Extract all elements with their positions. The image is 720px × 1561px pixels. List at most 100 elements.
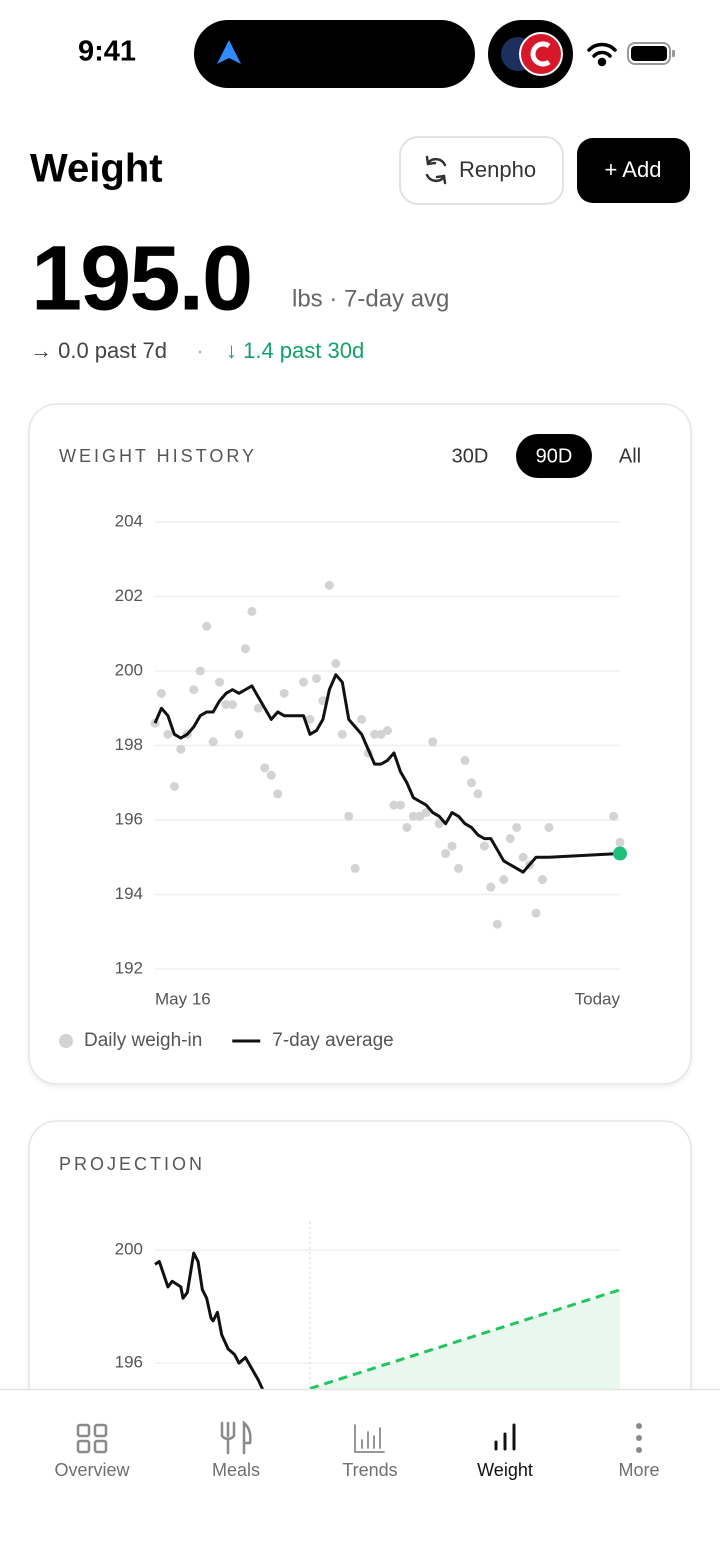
weigh-in-dot <box>228 700 237 710</box>
y-tick-label: 196 <box>115 1353 143 1372</box>
current-weight: 195.0 <box>31 227 251 329</box>
weigh-in-dot <box>544 822 554 832</box>
weigh-in-dot <box>441 849 451 859</box>
history-chart: 192 194 196 198 200 202 204 May 16 Today Daily we… <box>59 511 627 1051</box>
status-time: 9:41 <box>78 36 136 68</box>
weigh-in-dot <box>215 677 225 687</box>
overview-icon <box>76 1423 108 1454</box>
tab-label[interactable]: Meals <box>212 1460 260 1480</box>
weigh-in-dot <box>273 789 283 799</box>
weigh-in-dot <box>208 737 218 747</box>
weigh-in-dot <box>473 789 483 799</box>
team-logo <box>519 32 563 76</box>
weigh-in-dot <box>195 666 205 676</box>
weigh-in-dot <box>402 822 412 832</box>
tab-icons <box>76 1420 642 1455</box>
weigh-in-dot <box>428 737 438 747</box>
tabs: Overview Meals Trends Weight More <box>54 1460 659 1480</box>
meals-icon <box>220 1420 252 1455</box>
add-button[interactable] <box>577 138 690 203</box>
legend-label: 7-day average <box>272 1030 393 1051</box>
weigh-in-dot <box>531 908 541 918</box>
history-card <box>28 403 692 1085</box>
more-icon <box>636 1423 642 1453</box>
sync-icon <box>425 155 447 185</box>
weigh-in-dot <box>454 863 464 873</box>
weigh-in-dot <box>460 755 470 765</box>
weigh-in-dot <box>266 770 276 780</box>
weigh-in-dot <box>311 673 321 683</box>
weigh-in-dot <box>202 621 212 631</box>
weigh-in-dot <box>466 778 476 788</box>
y-tick-label: 194 <box>115 884 143 903</box>
weight-unit: lbs · 7-day avg <box>292 285 449 312</box>
card-title: PROJECTION <box>59 1154 205 1174</box>
sync-button[interactable] <box>399 136 564 205</box>
trend-line <box>154 1251 267 1395</box>
weigh-in-dot <box>176 744 186 754</box>
weigh-in-dot <box>421 808 431 818</box>
tab-label[interactable]: More <box>618 1460 659 1480</box>
weigh-in-dot <box>447 841 457 851</box>
card-title: WEIGHT HISTORY <box>59 446 257 466</box>
trends-icon <box>354 1424 385 1453</box>
weigh-in-dot <box>609 811 619 821</box>
weigh-in-dot <box>389 800 399 810</box>
weigh-in-dot <box>337 729 347 739</box>
weigh-in-dot <box>253 703 263 713</box>
weigh-in-dot <box>357 714 367 724</box>
y-tick-label: 200 <box>115 1240 143 1259</box>
dynamic-island <box>194 20 475 88</box>
range-option[interactable]: 90D <box>536 445 573 467</box>
latest-point <box>613 846 627 861</box>
weigh-in-dot <box>350 863 360 873</box>
weigh-in-dot <box>163 729 173 739</box>
add-button-label: + Add <box>605 157 662 182</box>
range-pill[interactable] <box>516 434 592 478</box>
team-logo-mark <box>530 41 551 67</box>
change-7d: → 0.0 past 7d <box>30 338 167 363</box>
wifi-icon <box>587 42 617 67</box>
y-tick-label: 204 <box>115 511 143 530</box>
weigh-in-dot <box>156 688 166 698</box>
weigh-in-dot <box>240 644 250 654</box>
range-option[interactable]: All <box>619 445 641 467</box>
projection-line <box>309 1288 621 1390</box>
weigh-in-dot <box>344 811 354 821</box>
weigh-in-dot <box>486 882 496 892</box>
weight-icon <box>494 1423 516 1451</box>
nav-icon <box>217 40 241 64</box>
weigh-in-dot <box>247 606 257 616</box>
weigh-in-dot <box>615 837 625 847</box>
tab-label[interactable]: Weight <box>477 1460 533 1480</box>
battery-level <box>631 46 667 61</box>
y-tick-label: 200 <box>115 660 143 679</box>
battery-tip <box>672 50 675 57</box>
tab-label[interactable]: Overview <box>54 1460 130 1480</box>
y-tick-label: 198 <box>115 735 143 754</box>
trend-line <box>153 673 621 874</box>
legend-swatch <box>59 1034 73 1048</box>
weigh-in-dot <box>331 659 341 669</box>
weigh-in-dot <box>499 875 509 885</box>
weigh-in-dot <box>395 800 405 810</box>
weigh-in-dot <box>538 875 547 885</box>
weigh-in-dot <box>169 781 179 791</box>
weigh-in-dot <box>434 819 444 829</box>
weigh-in-dot <box>189 685 199 695</box>
range-option[interactable]: 30D <box>452 445 489 467</box>
weigh-in-dot <box>492 919 502 929</box>
weigh-in-dot <box>370 729 380 739</box>
tab-bar <box>0 1389 720 1561</box>
battery-outline <box>627 42 671 65</box>
weigh-in-dot <box>512 822 522 832</box>
range-selector: 30D 90D All <box>452 434 641 478</box>
x-tick-label: Today <box>575 989 621 1008</box>
weigh-in-dot <box>408 811 418 821</box>
tab-label[interactable]: Trends <box>342 1460 397 1480</box>
weigh-in-dot <box>518 852 528 862</box>
weigh-in-dot <box>305 714 315 724</box>
y-tick-label: 192 <box>115 958 143 977</box>
weigh-in-dot <box>234 729 244 739</box>
